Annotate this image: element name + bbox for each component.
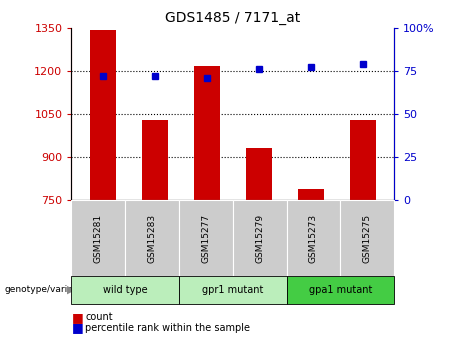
Text: count: count [85, 313, 113, 322]
Text: gpa1 mutant: gpa1 mutant [309, 285, 372, 295]
Bar [246, 148, 272, 200]
Bar [90, 30, 116, 200]
Text: GSM15283: GSM15283 [148, 214, 157, 263]
Text: wild type: wild type [103, 285, 148, 295]
Bar [350, 120, 376, 200]
Text: GSM15273: GSM15273 [309, 214, 318, 263]
Bar [142, 120, 168, 200]
Text: genotype/variation: genotype/variation [5, 285, 91, 294]
Text: ▶: ▶ [67, 285, 75, 295]
Text: GSM15281: GSM15281 [94, 214, 103, 263]
Bar [194, 66, 220, 200]
Text: gpr1 mutant: gpr1 mutant [202, 285, 264, 295]
Text: GSM15279: GSM15279 [255, 214, 264, 263]
Text: percentile rank within the sample: percentile rank within the sample [85, 323, 250, 333]
Title: GDS1485 / 7171_at: GDS1485 / 7171_at [165, 11, 301, 25]
Text: GSM15275: GSM15275 [363, 214, 372, 263]
Bar [298, 189, 324, 200]
Text: ■: ■ [71, 321, 83, 334]
Text: ■: ■ [71, 311, 83, 324]
Text: GSM15277: GSM15277 [201, 214, 210, 263]
